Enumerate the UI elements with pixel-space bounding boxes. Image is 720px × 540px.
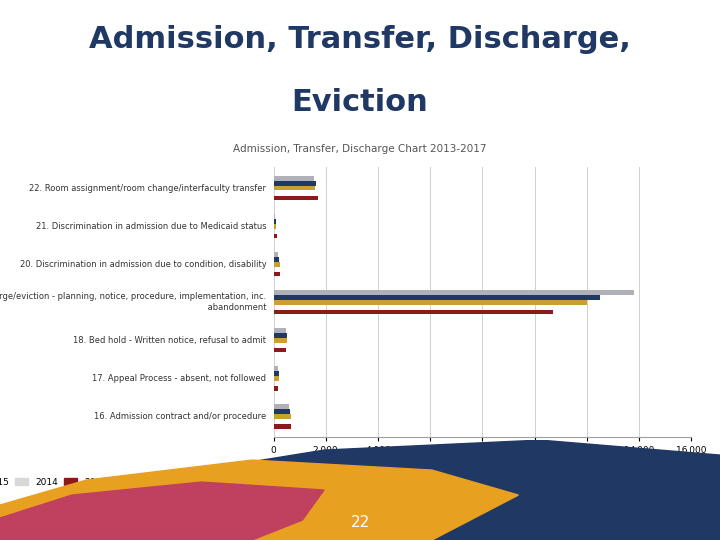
Bar — [274, 181, 316, 186]
Bar — [274, 272, 280, 276]
Bar — [274, 300, 587, 305]
Bar — [274, 234, 276, 238]
Bar — [274, 186, 315, 191]
Polygon shape — [0, 460, 518, 540]
Polygon shape — [0, 482, 324, 540]
Text: 18. Bed hold - Written notice, refusal to admit: 18. Bed hold - Written notice, refusal t… — [73, 336, 266, 345]
Bar — [274, 196, 318, 200]
Polygon shape — [0, 440, 720, 540]
Bar — [274, 409, 290, 414]
Bar — [274, 224, 276, 228]
Bar — [274, 338, 287, 342]
Legend: 2017, 2016, 2015, 2014, 2013: 2017, 2016, 2015, 2014, 2013 — [0, 474, 111, 490]
Text: Eviction: Eviction — [292, 88, 428, 117]
Bar — [274, 176, 314, 180]
Text: 17. Appeal Process - absent, not followed: 17. Appeal Process - absent, not followe… — [92, 374, 266, 383]
Bar — [274, 295, 600, 300]
Bar — [274, 219, 276, 224]
Text: Admission, Transfer, Discharge,: Admission, Transfer, Discharge, — [89, 25, 631, 53]
Text: 22. Room assignment/room change/interfaculty transfer: 22. Room assignment/room change/interfac… — [30, 184, 266, 193]
Bar — [274, 367, 279, 371]
Bar — [274, 214, 275, 219]
Bar — [274, 252, 279, 256]
Bar — [274, 414, 291, 418]
Bar — [274, 333, 287, 338]
Text: 16. Admission contract and/or procedure: 16. Admission contract and/or procedure — [94, 412, 266, 421]
Bar — [274, 291, 634, 295]
Bar — [274, 262, 279, 267]
Text: 21. Discrimination in admission due to Medicaid status: 21. Discrimination in admission due to M… — [36, 222, 266, 231]
Bar — [274, 376, 279, 381]
Bar — [274, 404, 289, 409]
Bar — [274, 310, 553, 314]
Bar — [274, 257, 279, 261]
Bar — [274, 372, 279, 376]
Bar — [274, 424, 292, 429]
Bar — [274, 348, 286, 353]
Bar — [274, 386, 278, 390]
Bar — [274, 328, 286, 333]
Text: Admission, Transfer, Discharge Chart 2013-2017: Admission, Transfer, Discharge Chart 201… — [233, 144, 487, 153]
Text: 22: 22 — [351, 515, 369, 530]
Text: 20. Discrimination in admission due to condition, disability: 20. Discrimination in admission due to c… — [19, 260, 266, 269]
Text: 19. Discharge/eviction - planning, notice, procedure, implementation, inc.
     : 19. Discharge/eviction - planning, notic… — [0, 292, 266, 313]
